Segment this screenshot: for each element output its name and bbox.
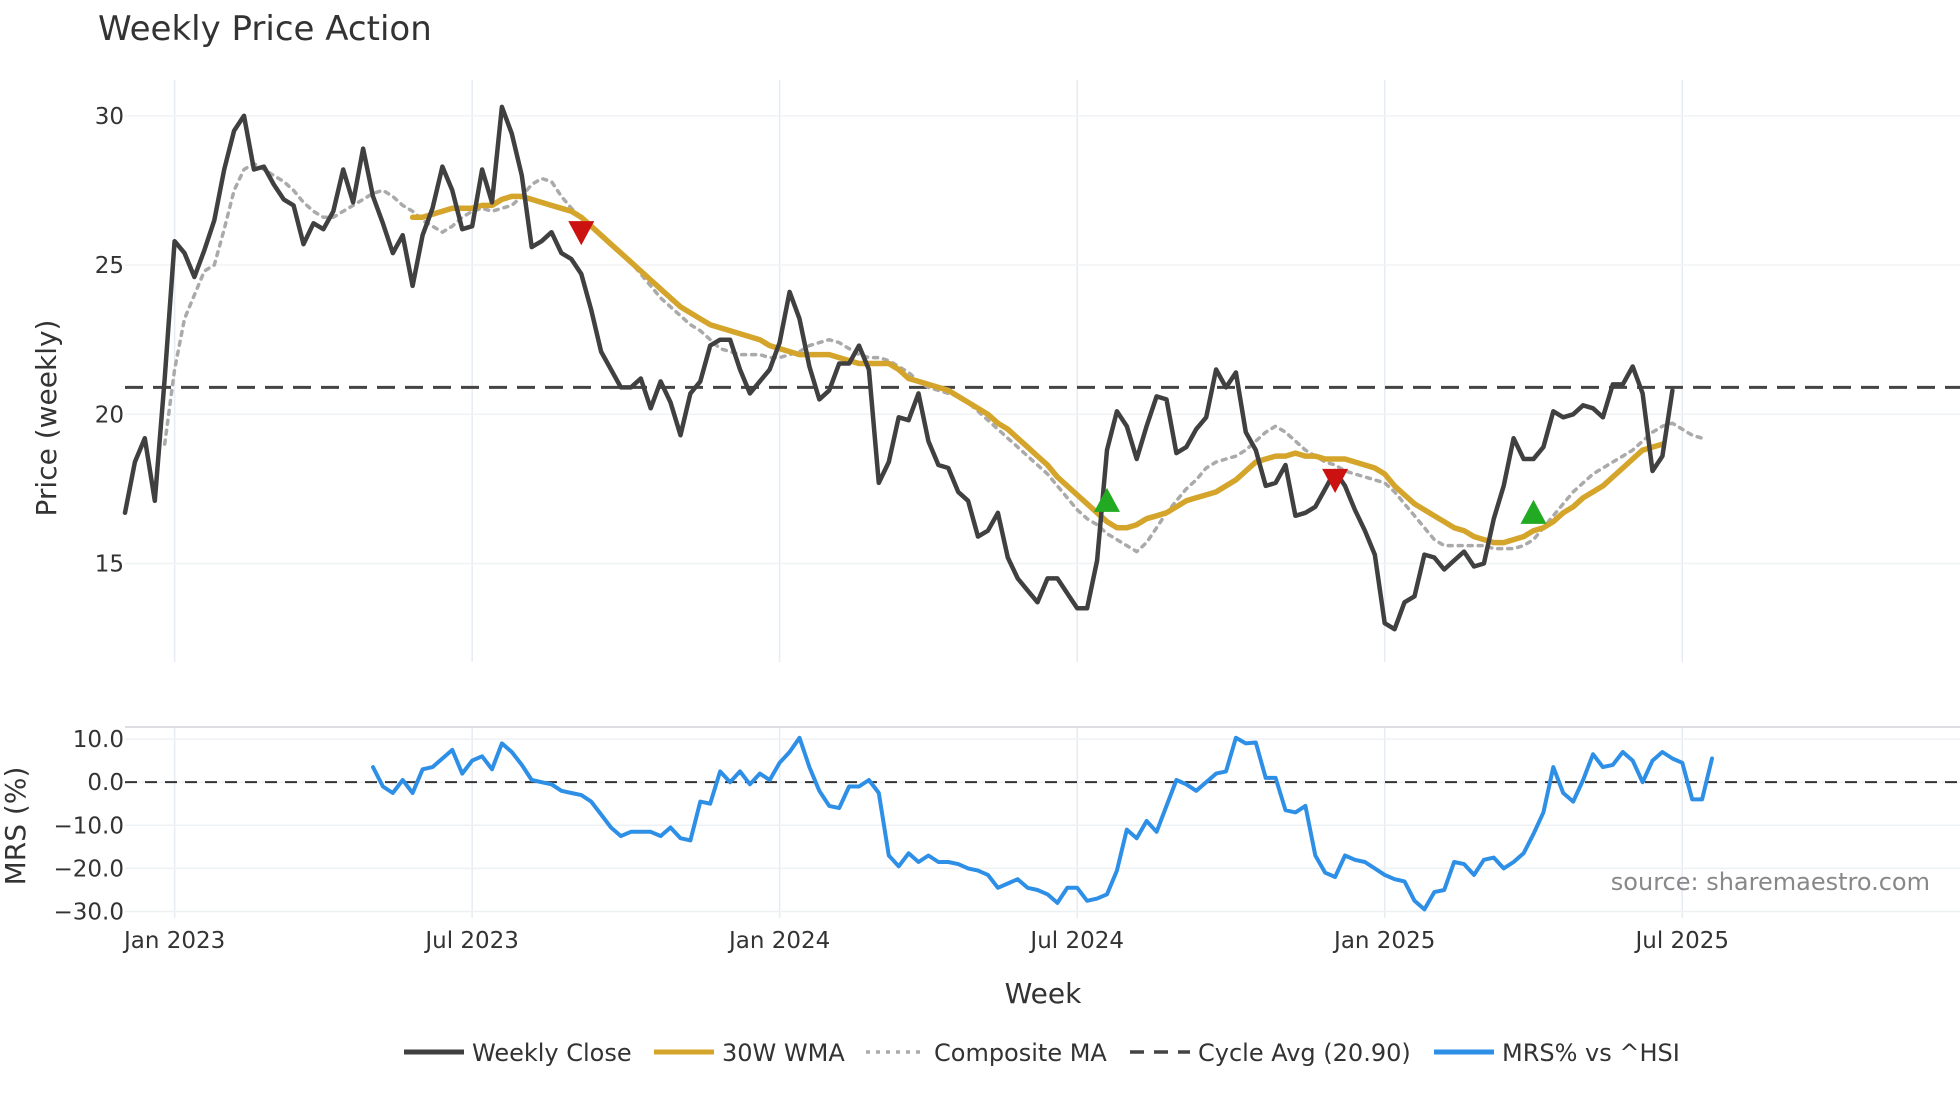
legend-label: Composite MA xyxy=(934,1039,1107,1067)
mrs-line xyxy=(371,735,1714,912)
sell-signal-marker xyxy=(1322,468,1349,493)
price-y-tick-label: 30 xyxy=(95,104,124,130)
mrs-y-tick-label: 0.0 xyxy=(87,770,124,796)
x-tick-label: Jul 2024 xyxy=(1028,928,1124,954)
price-y-tick-label: 25 xyxy=(95,253,124,279)
sell-signal-marker xyxy=(568,221,595,246)
x-tick-label: Jan 2025 xyxy=(1332,928,1435,954)
legend-label: MRS% vs ^HSI xyxy=(1502,1039,1680,1067)
mrs-y-tick-label: 10.0 xyxy=(73,727,124,753)
legend-label: Cycle Avg (20.90) xyxy=(1198,1039,1411,1067)
mrs-y-tick-label: −10.0 xyxy=(54,813,124,839)
legend-item[interactable]: 30W WMA xyxy=(654,1039,845,1067)
price-y-tick-label: 20 xyxy=(95,402,124,428)
source-watermark: source: sharemaestro.com xyxy=(1611,868,1930,896)
legend-item[interactable]: MRS% vs ^HSI xyxy=(1434,1039,1680,1067)
legend-label: Weekly Close xyxy=(472,1039,632,1067)
x-tick-label: Jan 2023 xyxy=(122,928,225,954)
legend-label: 30W WMA xyxy=(722,1039,845,1067)
legend-item[interactable]: Composite MA xyxy=(866,1039,1107,1067)
legend-item[interactable]: Cycle Avg (20.90) xyxy=(1130,1039,1411,1067)
weekly-close-line xyxy=(122,104,1675,632)
mrs-y-axis-title: MRS (%) xyxy=(0,767,32,886)
mrs-y-tick-label: −30.0 xyxy=(54,900,124,926)
mrs-panel xyxy=(125,735,1960,912)
mrs-y-tick-label: −20.0 xyxy=(54,856,124,882)
price-panel xyxy=(122,104,1960,632)
x-tick-label: Jul 2023 xyxy=(423,928,519,954)
legend-item[interactable]: Weekly Close xyxy=(404,1039,632,1067)
legend: Weekly Close 30W WMA Composite MA Cycle Avg… xyxy=(404,1039,1680,1067)
x-tick-label: Jan 2024 xyxy=(727,928,830,954)
buy-signal-marker xyxy=(1520,499,1547,524)
price-y-axis-title: Price (weekly) xyxy=(30,320,63,517)
x-tick-label: Jul 2025 xyxy=(1633,928,1729,954)
x-axis-title: Week xyxy=(1005,977,1082,1010)
axis-layer: Jan 2023 Jul 2023 Jan 2024 Jul 2024 Jan 2025… xyxy=(54,104,1730,954)
price-y-tick-label: 15 xyxy=(95,552,124,578)
chart-title: Weekly Price Action xyxy=(98,9,432,49)
wma-30w-line xyxy=(409,193,1666,546)
buy-signal-marker xyxy=(1093,487,1120,512)
